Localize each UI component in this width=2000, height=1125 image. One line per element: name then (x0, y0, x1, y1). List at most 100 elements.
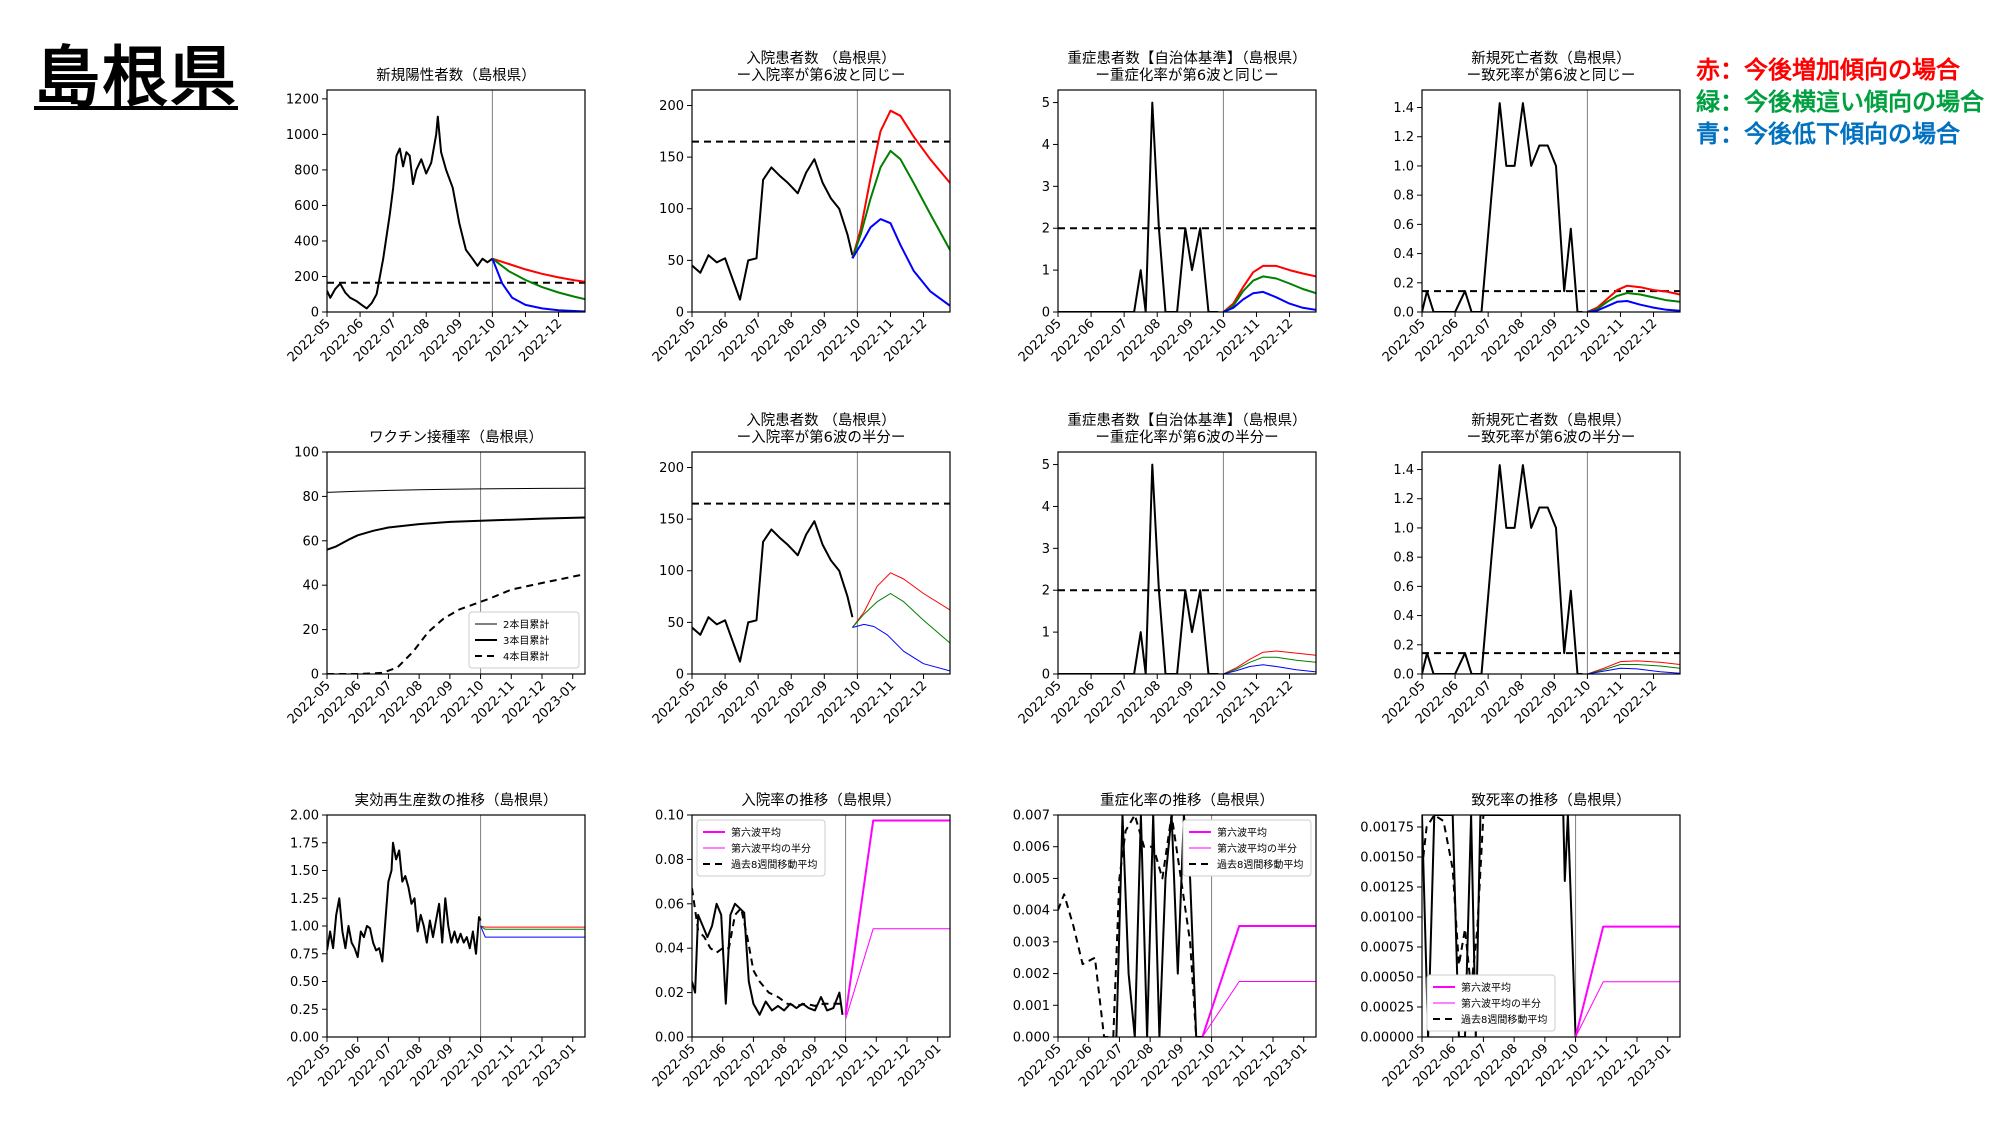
y-tick-label: 0.00100 (1360, 911, 1414, 926)
series-line (1422, 464, 1583, 674)
chart-c5: ワクチン接種率（島根県）0204060801002022-052022-0620… (285, 429, 586, 727)
series-line (1586, 284, 1680, 312)
series-line (1587, 300, 1680, 312)
y-tick-label: 20 (302, 623, 319, 638)
y-tick-label: 3 (1042, 180, 1050, 195)
y-tick-label: 1.2 (1393, 130, 1414, 145)
chart-title: 入院患者数 （島根県） (746, 412, 896, 429)
y-tick-label: 0.001 (1013, 999, 1050, 1014)
series-line (692, 888, 843, 1007)
plot-frame (1421, 89, 1681, 313)
y-tick-label: 0.4 (1393, 247, 1414, 262)
chart-title: ー致死率が第6波の半分ー (1467, 428, 1636, 446)
chart-title: ー入院率が第6波と同じー (737, 66, 906, 84)
series-line (327, 516, 585, 551)
y-tick-label: 400 (294, 234, 319, 249)
plot-frame (326, 451, 586, 675)
y-tick-label: 0.6 (1393, 218, 1414, 233)
y-tick-label: 0.50 (290, 975, 319, 990)
y-tick-label: 5 (1042, 458, 1050, 473)
y-tick-label: 0.000 (1013, 1031, 1050, 1046)
chart-c6: 入院患者数 （島根県）ー入院率が第6波の半分ー0501001502002022-… (650, 412, 951, 727)
y-tick-label: 3 (1042, 542, 1050, 557)
series-line (1587, 660, 1680, 674)
y-tick-label: 1.4 (1393, 101, 1414, 116)
y-tick-label: 1.25 (290, 892, 319, 907)
plot-frame (326, 814, 586, 1038)
y-tick-label: 0.04 (655, 942, 684, 957)
scenario-legend: 赤：今後増加傾向の場合 緑：今後横這い傾向の場合 青：今後低下傾向の場合 (1696, 54, 1984, 150)
plot-frame (1421, 451, 1681, 675)
legend-box (1182, 819, 1312, 877)
y-tick-label: 40 (302, 579, 319, 594)
scenario-legend-blue: 青：今後低下傾向の場合 (1696, 120, 1960, 148)
y-tick-label: 50 (667, 616, 684, 631)
y-tick-label: 100 (294, 446, 319, 461)
series-line (851, 109, 950, 259)
y-tick-label: 0 (311, 668, 319, 683)
series-line (692, 902, 844, 1016)
series-line (1587, 292, 1680, 312)
y-tick-label: 0.4 (1393, 609, 1414, 624)
legend-label: 第六波平均の半分 (1461, 997, 1541, 1010)
series-line (1587, 664, 1680, 674)
y-tick-label: 1.75 (290, 836, 319, 851)
y-tick-label: 0.06 (655, 897, 684, 912)
y-tick-label: 100 (659, 564, 684, 579)
y-tick-label: 0.005 (1013, 872, 1050, 887)
series-line (1201, 981, 1316, 1037)
scenario-legend-red: 赤：今後増加傾向の場合 (1696, 56, 1960, 84)
y-tick-label: 200 (659, 461, 684, 476)
series-line (1201, 925, 1316, 1037)
legend-label: 3本目累計 (503, 634, 549, 647)
series-line (1222, 275, 1316, 312)
y-tick-label: 4 (1042, 500, 1050, 515)
y-tick-label: 0.00 (290, 1031, 319, 1046)
chart-c11: 重症化率の推移（島根県） 0.000 0.001 0.002 0.003 0.004 0.0… (1013, 792, 1317, 1090)
y-tick-label: 0.6 (1393, 580, 1414, 595)
series-line (327, 573, 585, 674)
chart-c7: 重症患者数【自治体基準】（島根県）ー重症化率が第6波の半分ー0123452022… (1016, 412, 1317, 727)
legend-label: 過去8週間移動平均 (1217, 858, 1303, 871)
y-tick-label: 0.00000 (1360, 1031, 1414, 1046)
y-tick-label: 0.08 (655, 853, 684, 868)
y-tick-label: 50 (667, 254, 684, 269)
series-line (852, 623, 950, 672)
y-tick-label: 150 (659, 513, 684, 528)
y-tick-label: 0.007 (1013, 809, 1050, 824)
chart-title: ー入院率が第6波の半分ー (737, 428, 906, 446)
plot-frame (326, 89, 586, 313)
y-tick-label: 60 (302, 534, 319, 549)
legend-label: 第六波平均 (1217, 826, 1267, 839)
series-line (851, 572, 950, 628)
y-tick-label: 4 (1042, 138, 1050, 153)
page-title: 島根県 (34, 39, 238, 116)
legend-label: 2本目累計 (503, 618, 549, 631)
series-line (692, 158, 854, 301)
chart-title: 新規死亡者数（島根県） (1471, 412, 1631, 429)
y-tick-label: 80 (302, 490, 319, 505)
chart-c12: 致死率の推移（島根県） 0.00000 0.00025 0.00050 0.00075 0… (1360, 792, 1681, 1090)
chart-title: 重症患者数【自治体基準】（島根県） (1067, 50, 1306, 67)
y-tick-label: 2 (1042, 584, 1050, 599)
chart-title: 重症患者数【自治体基準】（島根県） (1067, 412, 1306, 429)
series-line (491, 258, 585, 312)
series-line (480, 925, 585, 928)
y-tick-label: 0.003 (1013, 935, 1050, 950)
series-line (844, 819, 950, 1015)
chart-c8: 新規死亡者数（島根県）ー致死率が第6波の半分ー 0.0 0.2 0.4 0.6 0.8 1.… (1380, 412, 1681, 727)
chart-title: 入院率の推移（島根県） (741, 792, 901, 809)
plot-frame (691, 451, 951, 675)
legend-label: 過去8週間移動平均 (731, 858, 817, 871)
series-line (692, 520, 854, 663)
series-line (327, 487, 585, 493)
y-tick-label: 0 (311, 306, 319, 321)
plot-frame (691, 89, 951, 313)
series-line (845, 928, 950, 1020)
chart-title: ワクチン接種率（島根県） (369, 429, 543, 446)
y-tick-label: 100 (659, 202, 684, 217)
y-tick-label: 200 (294, 270, 319, 285)
chart-title: ー重症化率が第6波の半分ー (1095, 428, 1278, 446)
